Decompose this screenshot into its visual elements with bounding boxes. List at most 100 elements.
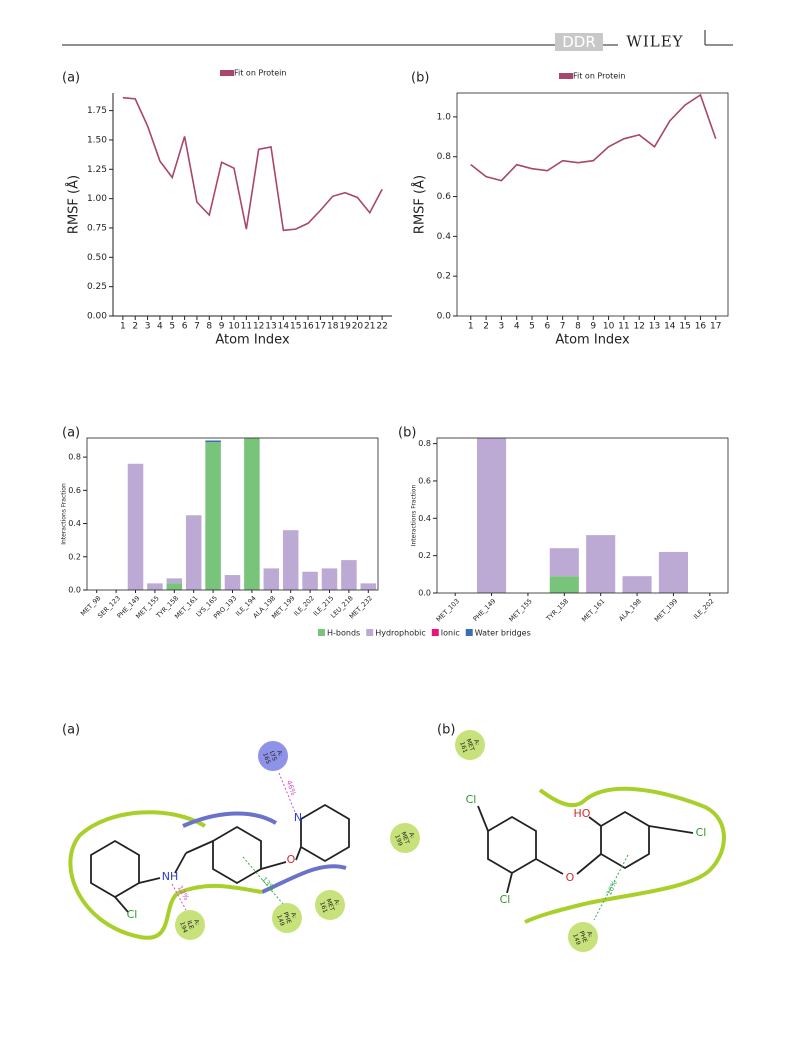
x-tick-label: ILE_202 <box>692 597 716 621</box>
x-tick-label: 4 <box>157 322 163 332</box>
residue-label: A: <box>275 750 284 758</box>
bar-segment <box>341 560 357 590</box>
legend-label: Ionic <box>441 629 460 638</box>
x-tick-label: MET_103 <box>435 597 461 623</box>
bar-segment <box>166 583 183 590</box>
percentage: 16% <box>605 879 619 897</box>
y-tick-label: 0.2 <box>418 551 431 560</box>
x-axis-label: Atom Index <box>555 333 630 348</box>
x-tick-label: 3 <box>499 322 505 332</box>
residue-label: A: <box>332 899 341 907</box>
x-tick-label: 2 <box>132 322 138 332</box>
residue-label: PHE <box>282 911 293 925</box>
pocket-exposed <box>182 811 277 828</box>
legend-label: Fit on Protein <box>234 69 286 78</box>
y-tick-label: 1.00 <box>87 194 107 204</box>
bar-segment <box>282 530 299 590</box>
x-tick-label: 12 <box>253 322 264 332</box>
y-axis-label: RMSF (Å) <box>66 175 82 234</box>
x-tick-label: 21 <box>364 322 375 332</box>
x-tick-label: 11 <box>618 322 629 332</box>
residue <box>272 903 302 933</box>
residue-label: 165 <box>261 752 272 765</box>
residue-label: MET <box>465 738 476 753</box>
x-tick-label: 6 <box>182 322 188 332</box>
y-tick-label: 0.8 <box>68 453 81 462</box>
h-bond <box>278 772 296 813</box>
residue <box>390 823 420 853</box>
bar-segment <box>185 515 202 590</box>
bar-segment <box>360 583 377 590</box>
residue <box>258 741 288 771</box>
residue-label: 149 <box>275 914 286 927</box>
pi-stacking <box>593 854 629 921</box>
x-tick-label: 17 <box>315 322 326 332</box>
y-tick-label: 0.00 <box>87 312 107 322</box>
panel-label: (b) <box>411 71 429 86</box>
y-tick-label: 0.2 <box>68 552 81 561</box>
panel-label: (b) <box>437 723 455 738</box>
y-tick-label: 0.0 <box>68 586 81 595</box>
legend-swatch <box>559 73 573 79</box>
x-tick-label: 8 <box>575 322 581 332</box>
bar-segment <box>224 575 241 590</box>
bar-segment <box>205 440 221 443</box>
x-tick-label: 3 <box>145 322 151 332</box>
y-axis-label: Interactions Fraction <box>411 485 418 547</box>
percentage: 46% <box>285 779 298 797</box>
residue <box>455 730 485 760</box>
x-tick-label: 10 <box>228 322 240 332</box>
residue-label: A: <box>585 931 594 939</box>
panel-label: (a) <box>62 71 80 86</box>
y-tick-label: 0.6 <box>418 476 431 485</box>
y-tick-label: 0.6 <box>437 192 452 202</box>
atom: Cl <box>127 908 138 921</box>
bar-segment <box>166 578 183 584</box>
x-tick-label: MET_161 <box>580 597 606 623</box>
residue-label: PHE <box>578 930 589 944</box>
bar-segment <box>244 438 260 590</box>
diagram-a: (a) N O NH Cl 46% 12% 13% <box>62 723 350 940</box>
residue-label: MET <box>325 898 336 913</box>
x-tick-label: ALA_198 <box>617 597 643 623</box>
x-tick-label: 9 <box>590 322 596 332</box>
residue-label: A: <box>407 832 416 840</box>
residue-label: 161 <box>318 901 329 914</box>
bar-segment <box>622 576 652 593</box>
panel-label: (b) <box>398 426 416 441</box>
h-bond <box>171 883 187 911</box>
x-tick-label: 22 <box>376 322 387 332</box>
x-tick-label: 15 <box>679 322 690 332</box>
x-tick-label: TYR_158 <box>544 597 570 623</box>
x-tick-label: ILE_202 <box>292 594 316 618</box>
x-tick-label: 11 <box>241 322 252 332</box>
residue-label: 161 <box>458 741 469 754</box>
pocket <box>524 786 726 924</box>
y-tick-label: 0.4 <box>437 232 452 242</box>
residue-label: ILE <box>185 920 195 931</box>
residue <box>175 910 205 940</box>
residue <box>568 922 598 952</box>
publisher: WILEY <box>626 33 683 51</box>
x-tick-label: 18 <box>327 322 339 332</box>
residue-label: MET <box>400 831 411 846</box>
x-tick-label: MET_199 <box>653 597 679 623</box>
journal: DDR <box>562 33 596 51</box>
atom: O <box>287 853 296 866</box>
bar-segment <box>549 576 579 593</box>
bar-segment <box>658 551 688 593</box>
y-tick-label: 0.0 <box>418 589 431 598</box>
legend-swatch <box>366 629 374 636</box>
x-tick-label: 7 <box>560 322 566 332</box>
bar-segment <box>477 438 507 593</box>
legend-label: H-bonds <box>327 629 360 638</box>
y-tick-label: 1.50 <box>87 135 107 145</box>
bar-segment <box>147 583 163 590</box>
journal-box <box>555 33 603 51</box>
atom: N <box>294 811 302 824</box>
x-tick-label: 5 <box>169 322 175 332</box>
legend-swatch <box>431 629 439 636</box>
atom: NH <box>162 870 179 883</box>
x-tick-label: 2 <box>483 322 489 332</box>
y-tick-label: 0.75 <box>87 223 107 233</box>
